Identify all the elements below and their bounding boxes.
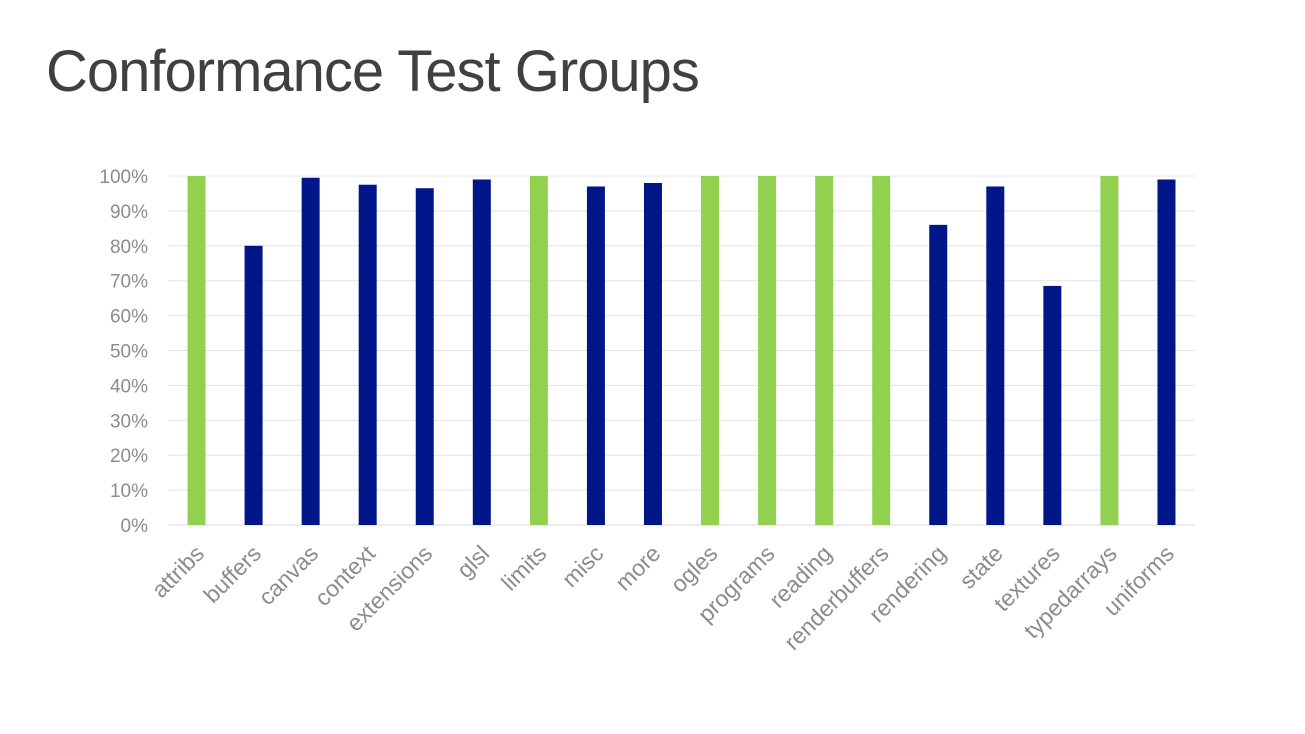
bar-buffers — [244, 245, 263, 526]
bar-glsl — [472, 179, 491, 526]
y-axis: 0% 10% 20% 30% 40% 50% 60% 70% 80% 90% 100% — [99, 167, 148, 537]
y-tick-label: 60% — [110, 307, 148, 328]
bar-extensions — [415, 188, 434, 525]
bar-ogles — [701, 176, 720, 525]
slide-title: Conformance Test Groups — [46, 39, 700, 104]
bar-more — [643, 182, 662, 526]
chart-bars — [187, 176, 1176, 526]
x-tick-label: more — [610, 540, 665, 595]
x-tick-label: canvas — [253, 540, 323, 610]
x-tick-label: misc — [557, 540, 609, 592]
y-tick-label: 0% — [121, 516, 149, 537]
bar-state — [986, 186, 1005, 525]
y-tick-label: 40% — [110, 376, 148, 397]
x-tick-label: limits — [496, 540, 551, 595]
bar-canvas — [301, 177, 320, 525]
bar-attribs — [187, 176, 206, 525]
y-tick-label: 90% — [110, 202, 148, 223]
y-tick-label: 100% — [99, 167, 148, 188]
y-tick-label: 20% — [110, 446, 148, 467]
bar-programs — [758, 176, 777, 525]
x-tick-label: glsl — [452, 540, 495, 583]
chart-gridlines — [168, 175, 1195, 526]
y-tick-label: 70% — [110, 272, 148, 293]
x-tick-label: buffers — [198, 540, 266, 608]
y-tick-label: 80% — [110, 237, 148, 258]
bar-rendering — [929, 224, 948, 526]
bar-limits — [529, 176, 548, 525]
bar-misc — [586, 186, 605, 525]
bar-textures — [1043, 285, 1062, 525]
bar-renderbuffers — [872, 176, 891, 525]
y-tick-label: 30% — [110, 411, 148, 432]
bar-context — [358, 184, 377, 525]
bar-uniforms — [1157, 179, 1176, 526]
bar-reading — [815, 176, 834, 525]
x-tick-label: attribs — [146, 540, 209, 603]
y-tick-label: 10% — [110, 481, 148, 502]
bar-typedarrays — [1100, 176, 1119, 525]
y-tick-label: 50% — [110, 342, 148, 363]
